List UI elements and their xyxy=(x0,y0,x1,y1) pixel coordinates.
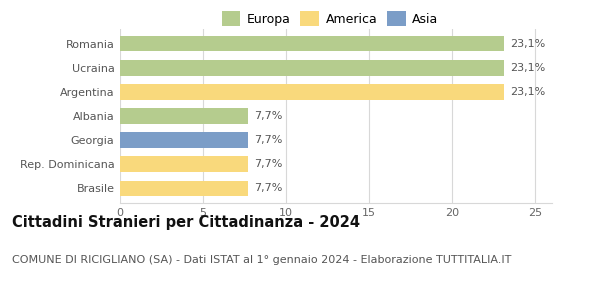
Bar xyxy=(120,157,248,172)
Bar xyxy=(120,132,248,148)
Text: 7,7%: 7,7% xyxy=(254,159,283,169)
Bar xyxy=(120,60,504,75)
Bar xyxy=(120,84,504,100)
Text: Cittadini Stranieri per Cittadinanza - 2024: Cittadini Stranieri per Cittadinanza - 2… xyxy=(12,215,360,230)
Text: 7,7%: 7,7% xyxy=(254,111,283,121)
Bar xyxy=(120,108,248,124)
Text: 23,1%: 23,1% xyxy=(511,87,546,97)
Legend: Europa, America, Asia: Europa, America, Asia xyxy=(217,6,443,31)
Text: 7,7%: 7,7% xyxy=(254,184,283,193)
Bar xyxy=(120,36,504,51)
Text: 7,7%: 7,7% xyxy=(254,135,283,145)
Text: COMUNE DI RICIGLIANO (SA) - Dati ISTAT al 1° gennaio 2024 - Elaborazione TUTTITA: COMUNE DI RICIGLIANO (SA) - Dati ISTAT a… xyxy=(12,255,511,265)
Bar xyxy=(120,181,248,196)
Text: 23,1%: 23,1% xyxy=(511,39,546,48)
Text: 23,1%: 23,1% xyxy=(511,63,546,73)
